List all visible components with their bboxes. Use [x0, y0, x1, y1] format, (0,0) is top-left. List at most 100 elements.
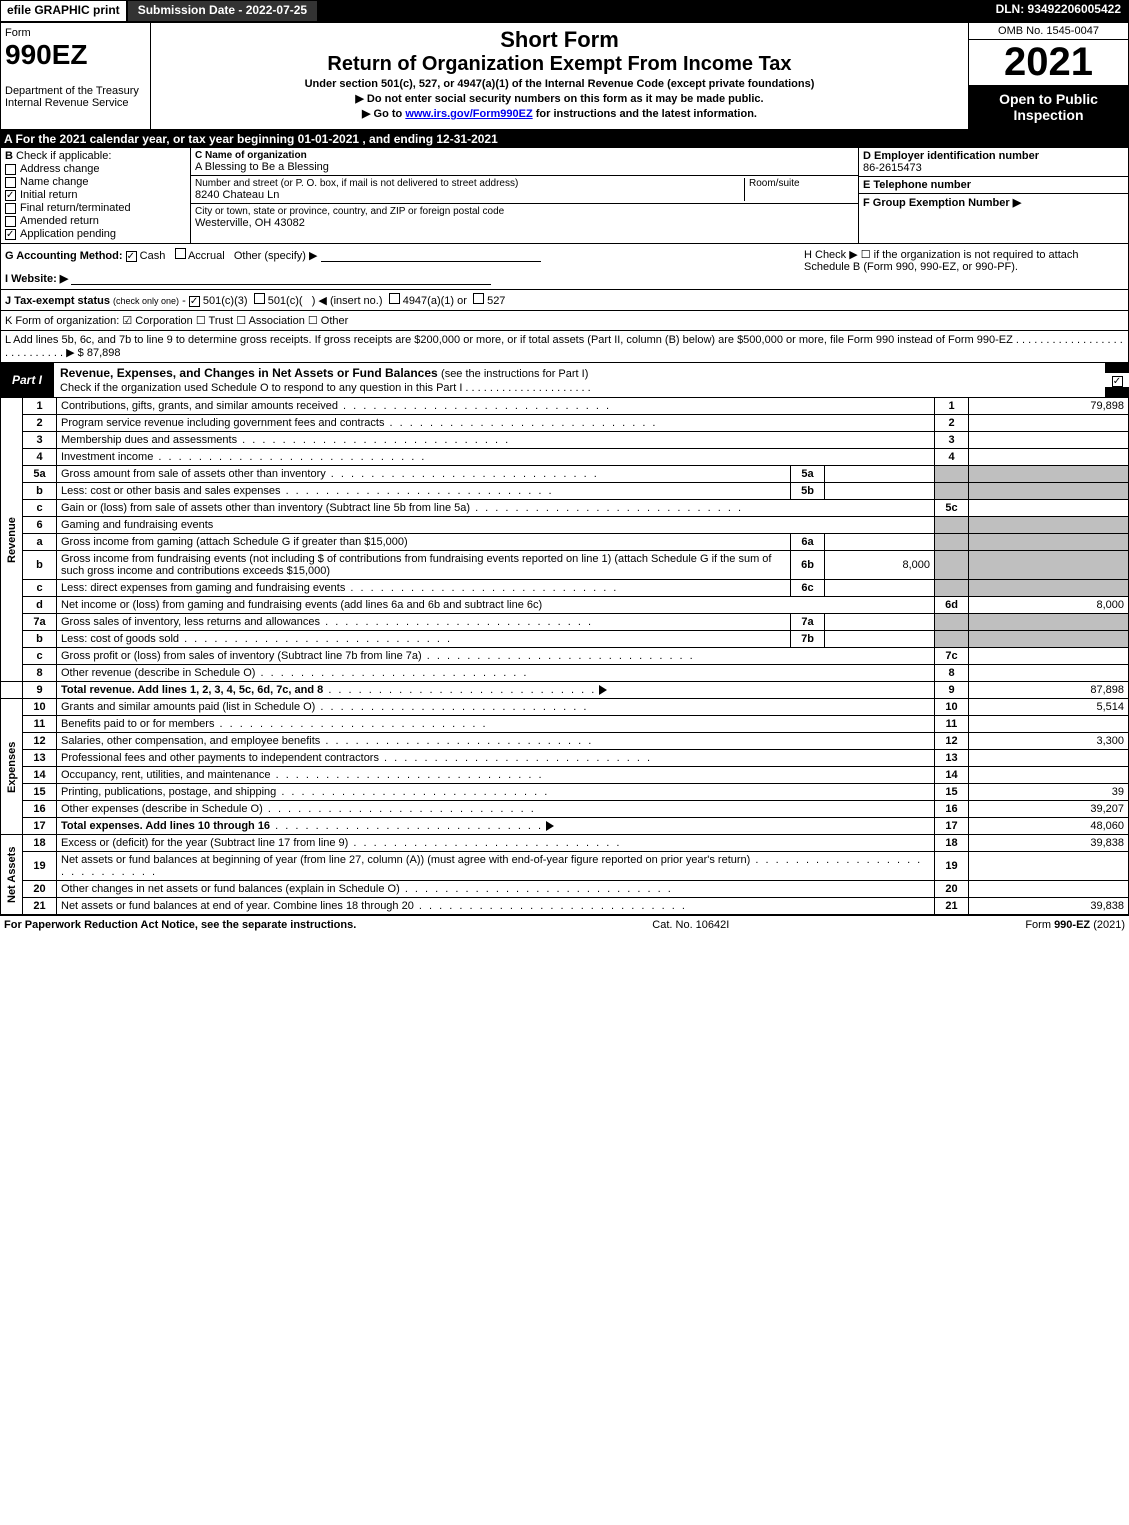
line-val: [969, 852, 1129, 881]
line-val: 87,898: [969, 682, 1129, 699]
line-desc: Program service revenue including govern…: [57, 415, 935, 432]
title-return: Return of Organization Exempt From Incom…: [155, 53, 964, 76]
line-val: [969, 881, 1129, 898]
line-val: 79,898: [969, 398, 1129, 415]
line-num: 15: [23, 784, 57, 801]
header-left: Form 990EZ Department of the Treasury In…: [1, 23, 151, 129]
revenue-section-label: Revenue: [1, 398, 23, 682]
sub-line-ref: 7b: [791, 631, 825, 648]
line-num: 18: [23, 835, 57, 852]
line-desc: Gain or (loss) from sale of assets other…: [57, 500, 935, 517]
row-f-group: F Group Exemption Number ▶: [859, 194, 1128, 211]
line-ref: 13: [935, 750, 969, 767]
i-label: I Website: ▶: [5, 273, 68, 285]
org-name: A Blessing to Be a Blessing: [195, 161, 854, 173]
line-val: [969, 500, 1129, 517]
line-val: 5,514: [969, 699, 1129, 716]
line-desc: Grants and similar amounts paid (list in…: [57, 699, 935, 716]
row-c-city: City or town, state or province, country…: [191, 204, 858, 231]
checkbox-icon: [126, 251, 137, 262]
website-line: [71, 273, 491, 285]
addr-value: 8240 Chateau Ln: [195, 189, 744, 201]
chk-initial-return[interactable]: Initial return: [5, 189, 186, 201]
line-ref: 2: [935, 415, 969, 432]
line-ref: 20: [935, 881, 969, 898]
line-val: [969, 767, 1129, 784]
chk-final-return[interactable]: Final return/terminated: [5, 202, 186, 214]
chk-label: Amended return: [20, 215, 99, 227]
chk-label: Application pending: [20, 228, 116, 240]
section-bcdef: B Check if applicable: Address change Na…: [0, 148, 1129, 244]
line-desc: Gaming and fundraising events: [57, 517, 935, 534]
efile-label: efile GRAPHIC print: [0, 0, 127, 22]
city-label: City or town, state or province, country…: [195, 206, 854, 217]
col-def: D Employer identification number 86-2615…: [858, 148, 1128, 243]
arrow-icon: [599, 685, 607, 695]
part-sub: Check if the organization used Schedule …: [60, 382, 591, 394]
chk-label: Final return/terminated: [20, 202, 131, 214]
row-j-tax-exempt: J Tax-exempt status (check only one) - 5…: [0, 290, 1129, 311]
sub-line-val: [825, 614, 935, 631]
line-ref: 16: [935, 801, 969, 818]
line-val: [969, 432, 1129, 449]
addr-label: Number and street (or P. O. box, if mail…: [195, 178, 744, 189]
line-num: b: [23, 551, 57, 580]
line-num: 7a: [23, 614, 57, 631]
part-i-checkbox[interactable]: [1105, 373, 1129, 387]
checkbox-icon: [5, 203, 16, 214]
chk-address-change[interactable]: Address change: [5, 163, 186, 175]
chk-application-pending[interactable]: Application pending: [5, 228, 186, 240]
col-b: B Check if applicable: Address change Na…: [1, 148, 191, 243]
f-label: F Group Exemption Number ▶: [863, 197, 1021, 209]
line-ref: 15: [935, 784, 969, 801]
g-label: G Accounting Method:: [5, 250, 123, 262]
line-val-grey: [969, 483, 1129, 500]
checkbox-icon: [254, 293, 265, 304]
chk-label: Address change: [20, 163, 100, 175]
goto-post: for instructions and the latest informat…: [533, 108, 757, 120]
line-desc: Other changes in net assets or fund bala…: [57, 881, 935, 898]
line-val: 8,000: [969, 597, 1129, 614]
sub-line-ref: 6c: [791, 580, 825, 597]
sub-line-val: [825, 580, 935, 597]
part-title: Revenue, Expenses, and Changes in Net As…: [54, 363, 1105, 397]
line-num: d: [23, 597, 57, 614]
footer-form-ref: Form 990-EZ (2021): [1025, 919, 1125, 931]
line-val-grey: [969, 517, 1129, 534]
line-desc: Occupancy, rent, utilities, and maintena…: [57, 767, 935, 784]
irs-link[interactable]: www.irs.gov/Form990EZ: [405, 108, 532, 120]
subtitle-code: Under section 501(c), 527, or 4947(a)(1)…: [155, 78, 964, 90]
line-val: 39: [969, 784, 1129, 801]
line-desc: Other expenses (describe in Schedule O): [57, 801, 935, 818]
title-short-form: Short Form: [155, 27, 964, 53]
line-num: 14: [23, 767, 57, 784]
expenses-section-label: Expenses: [1, 699, 23, 835]
line-val: 48,060: [969, 818, 1129, 835]
chk-amended-return[interactable]: Amended return: [5, 215, 186, 227]
line-ref: 10: [935, 699, 969, 716]
e-label: E Telephone number: [863, 179, 1124, 191]
part-title-text: Revenue, Expenses, and Changes in Net As…: [60, 366, 438, 380]
checkbox-icon: [5, 216, 16, 227]
g-cash: Cash: [140, 250, 166, 262]
checkbox-icon: [5, 177, 16, 188]
line-ref: 6d: [935, 597, 969, 614]
line-desc: Net assets or fund balances at beginning…: [57, 852, 935, 881]
header-center: Short Form Return of Organization Exempt…: [151, 23, 968, 129]
line-desc: Investment income: [57, 449, 935, 466]
row-i: I Website: ▶: [5, 272, 804, 285]
line-desc: Less: direct expenses from gaming and fu…: [57, 580, 791, 597]
row-c-addr: Number and street (or P. O. box, if mail…: [191, 176, 858, 204]
line-ref: 18: [935, 835, 969, 852]
line-num: 13: [23, 750, 57, 767]
sub-line-ref: 6a: [791, 534, 825, 551]
c-label: C Name of organization: [195, 150, 307, 161]
l-text: L Add lines 5b, 6c, and 7b to line 9 to …: [5, 334, 1123, 359]
part-hint: (see the instructions for Part I): [441, 368, 588, 380]
checkbox-icon: [189, 296, 200, 307]
dln-label: DLN: 93492206005422: [988, 0, 1129, 22]
line-ref: 3: [935, 432, 969, 449]
chk-label: Initial return: [20, 189, 77, 201]
row-k-form-org: K Form of organization: ☑ Corporation ☐ …: [0, 311, 1129, 331]
chk-name-change[interactable]: Name change: [5, 176, 186, 188]
